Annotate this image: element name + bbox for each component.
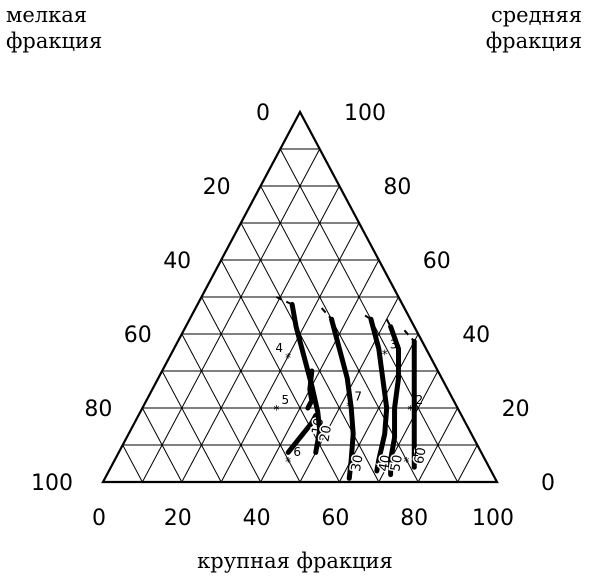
- tick-label-coarse: 40: [243, 506, 271, 531]
- tick-label-medium: 40: [462, 323, 490, 348]
- iso-curve-label: 30: [349, 454, 367, 473]
- data-point-label: 2: [415, 393, 423, 407]
- iso-curve: [285, 412, 319, 455]
- tick-label-medium: 20: [502, 397, 530, 422]
- dashed-extension: [275, 296, 293, 306]
- grid-line-coarse: [141, 148, 321, 483]
- tick-label-medium: 100: [344, 101, 386, 126]
- iso-curve: [289, 301, 323, 455]
- grid-line-coarse: [220, 222, 360, 483]
- grid-line-coarse: [457, 444, 478, 483]
- data-point-label: 5: [282, 393, 290, 407]
- medium-fraction-label: средняя фракция: [486, 2, 582, 54]
- tick-label-coarse: 20: [164, 506, 192, 531]
- tick-label-fine: 0: [256, 101, 270, 126]
- grid-line-fine: [161, 370, 222, 483]
- grid-line-fine: [141, 407, 183, 483]
- tick-label-medium: 0: [541, 471, 555, 496]
- data-point-label: 1: [412, 445, 420, 459]
- iso-curve: [329, 316, 356, 481]
- dashed-extension: [385, 318, 392, 328]
- fine-fraction-label-line1: мелкая: [6, 3, 87, 27]
- tick-label-medium: 60: [423, 249, 451, 274]
- data-point-marker: *: [346, 399, 352, 413]
- tick-label-fine: 20: [203, 175, 231, 200]
- tick-label-coarse: 60: [321, 506, 349, 531]
- tick-label-coarse: 80: [400, 506, 428, 531]
- data-point-marker: *: [407, 403, 413, 417]
- grid-line-fine: [201, 296, 301, 483]
- iso-curve: [388, 324, 401, 478]
- grid-line-coarse: [417, 407, 459, 483]
- data-point-label: 4: [275, 341, 283, 355]
- grid-line-fine: [181, 333, 262, 483]
- tick-label-fine: 60: [124, 323, 152, 348]
- data-point-marker: *: [273, 403, 279, 417]
- iso-curve-label: 20: [317, 424, 335, 443]
- tick-label-fine: 40: [163, 249, 191, 274]
- tick-label-coarse: 0: [92, 506, 106, 531]
- tick-label-fine: 80: [84, 397, 112, 422]
- data-point-label: 7: [354, 389, 362, 403]
- iso-curve-label: 60: [412, 446, 430, 465]
- data-point-marker: *: [285, 351, 291, 365]
- data-point-marker: *: [403, 455, 409, 469]
- tick-label-medium: 80: [383, 175, 411, 200]
- iso-curve-label: 50: [388, 454, 406, 473]
- iso-curve: [368, 316, 390, 474]
- medium-fraction-label-line2: фракция: [485, 29, 582, 53]
- tick-label-coarse: 100: [472, 506, 514, 531]
- grid-line-fine: [279, 148, 459, 483]
- fine-fraction-label: мелкая фракция: [6, 2, 102, 54]
- data-point-label: 6: [293, 445, 301, 459]
- data-point-label: 3: [390, 338, 398, 352]
- medium-fraction-label-line1: средняя: [490, 3, 582, 27]
- data-point-marker: *: [382, 348, 388, 362]
- grid-line-fine: [122, 444, 143, 483]
- coarse-fraction-label: крупная фракция: [197, 549, 393, 573]
- data-point-marker: *: [285, 455, 291, 469]
- triangle-outline: [101, 109, 499, 484]
- tick-label-fine: 100: [31, 471, 73, 496]
- fine-fraction-label-line2: фракция: [6, 29, 103, 53]
- grid-line-fine: [240, 222, 380, 483]
